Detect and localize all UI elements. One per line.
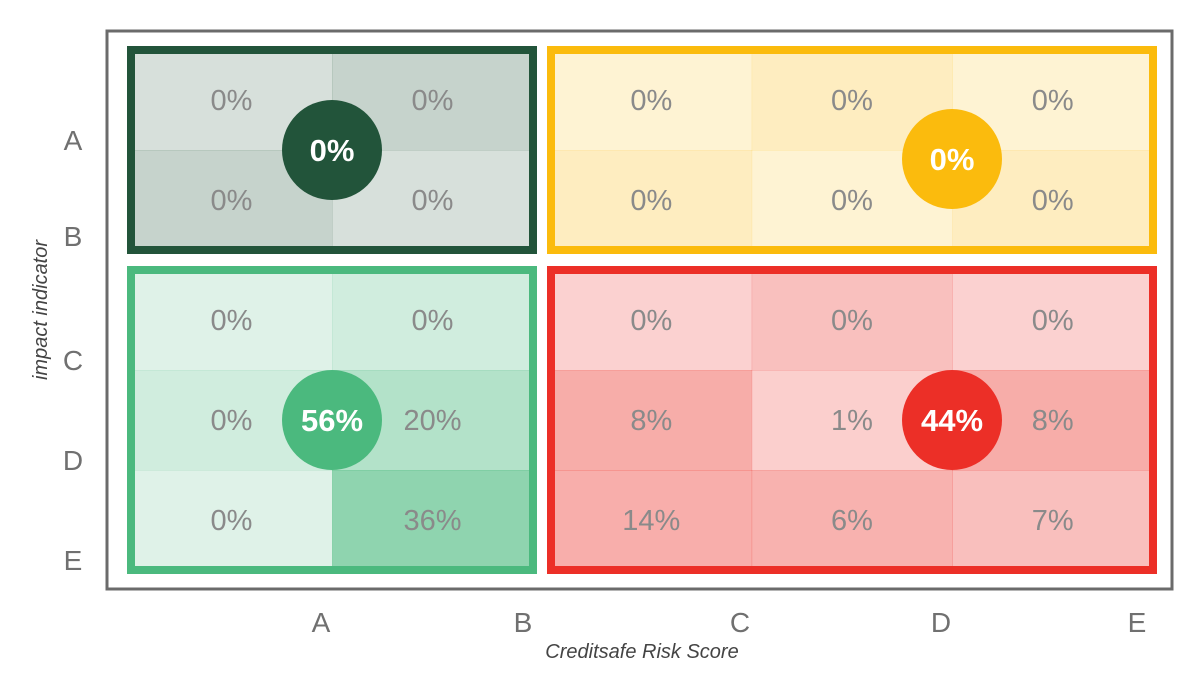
heatmap-cell <box>551 270 753 371</box>
cell-value-label: 0% <box>211 505 253 537</box>
cell-value-label: 20% <box>403 405 461 437</box>
cell-value-label: 0% <box>211 405 253 437</box>
heatmap-cell <box>551 50 753 151</box>
heatmap-cell <box>751 470 953 571</box>
x-axis-title: Creditsafe Risk Score <box>545 641 738 663</box>
heatmap-cell <box>952 270 1154 371</box>
cell-value-label: 0% <box>831 305 873 337</box>
x-tick-label: D <box>931 607 951 638</box>
x-tick-label: A <box>312 607 331 638</box>
quadrant-summary-label: 0% <box>310 133 355 168</box>
cell-value-label: 0% <box>630 185 672 217</box>
x-tick-label: C <box>730 607 750 638</box>
heatmap-cell <box>131 270 333 371</box>
quadrant-border <box>127 266 537 574</box>
plot-frame <box>105 29 1174 591</box>
heatmap-cell <box>131 470 333 571</box>
quadrant-summary-label: 44% <box>921 403 983 438</box>
cell-value-label: 0% <box>211 305 253 337</box>
y-tick-label: B <box>64 221 83 252</box>
cell-value-label: 0% <box>1032 85 1074 117</box>
cell-value-label: 7% <box>1032 505 1074 537</box>
quadrant-summary-label: 56% <box>301 403 363 438</box>
cell-value-label: 0% <box>412 305 454 337</box>
heatmap-cell <box>952 470 1154 571</box>
y-axis-title: impact indicator <box>30 239 52 380</box>
cell-value-label: 0% <box>211 85 253 117</box>
quadrant-summary-bubble <box>282 100 382 200</box>
quadrant-border <box>547 46 1157 254</box>
cell-value-label: 6% <box>831 505 873 537</box>
heatmap-cell <box>751 270 953 371</box>
heatmap-cell <box>551 370 753 471</box>
x-tick-label: E <box>1128 607 1147 638</box>
cell-value-label: 0% <box>211 185 253 217</box>
heatmap-cell <box>332 470 534 571</box>
quadrant-border <box>547 266 1157 574</box>
quadrant-summary-bubble <box>282 370 382 470</box>
cell-value-label: 0% <box>412 185 454 217</box>
cell-value-label: 0% <box>831 85 873 117</box>
quadrant-summary-bubble <box>902 109 1002 209</box>
y-tick-label: A <box>64 125 83 156</box>
cell-value-label: 8% <box>630 405 672 437</box>
y-tick-label: E <box>64 545 83 576</box>
heatmap-cell <box>551 150 753 251</box>
cell-value-label: 14% <box>622 505 680 537</box>
cell-value-label: 1% <box>831 405 873 437</box>
heatmap-cell <box>332 270 534 371</box>
cell-value-label: 0% <box>630 305 672 337</box>
heatmap-cell <box>551 470 753 571</box>
cell-value-label: 8% <box>1032 405 1074 437</box>
cell-value-label: 0% <box>630 85 672 117</box>
quadrant-border <box>127 46 537 254</box>
cell-value-label: 0% <box>412 85 454 117</box>
y-tick-label: C <box>63 345 83 376</box>
x-tick-label: B <box>514 607 533 638</box>
cell-value-label: 0% <box>1032 185 1074 217</box>
quadrant-summary-label: 0% <box>930 142 975 177</box>
quadrant-summary-bubble <box>902 370 1002 470</box>
y-tick-label: D <box>63 445 83 476</box>
cell-value-label: 0% <box>831 185 873 217</box>
cell-value-label: 0% <box>1032 305 1074 337</box>
cell-value-label: 36% <box>403 505 461 537</box>
